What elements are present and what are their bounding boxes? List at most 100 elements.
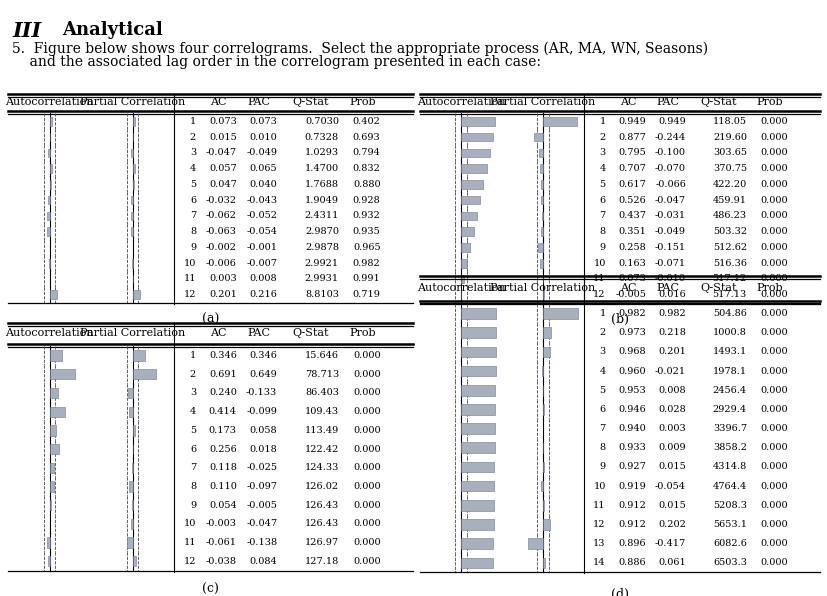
Bar <box>127 538 132 548</box>
Text: 0.000: 0.000 <box>759 259 787 268</box>
Bar <box>50 462 54 473</box>
Text: 0.000: 0.000 <box>759 117 787 126</box>
Bar <box>131 196 132 204</box>
Text: 0.886: 0.886 <box>618 558 645 567</box>
Bar <box>461 385 495 396</box>
Text: 11: 11 <box>593 501 605 510</box>
Text: 10: 10 <box>184 259 196 268</box>
Text: 0.000: 0.000 <box>759 275 787 284</box>
Bar <box>47 538 50 548</box>
Text: 0.000: 0.000 <box>759 347 787 356</box>
Text: 0.949: 0.949 <box>657 117 686 126</box>
Text: 11: 11 <box>184 275 196 284</box>
Bar <box>50 180 51 189</box>
Text: 0.912: 0.912 <box>618 501 645 510</box>
Bar <box>50 369 74 380</box>
Bar <box>540 481 543 491</box>
Text: 0.880: 0.880 <box>352 180 380 189</box>
Text: 0.965: 0.965 <box>352 243 380 252</box>
Text: 3: 3 <box>189 389 196 398</box>
Text: 0.919: 0.919 <box>618 482 645 491</box>
Text: 0.000: 0.000 <box>352 445 380 454</box>
Text: 8: 8 <box>189 227 196 236</box>
Bar <box>47 212 50 221</box>
Text: 0.968: 0.968 <box>618 347 645 356</box>
Text: 0.649: 0.649 <box>249 370 277 379</box>
Text: -0.138: -0.138 <box>246 538 277 547</box>
Bar <box>48 148 50 157</box>
Text: 459.91: 459.91 <box>712 195 746 204</box>
Text: 0.256: 0.256 <box>208 445 237 454</box>
Text: 0.009: 0.009 <box>657 443 686 452</box>
Text: -0.047: -0.047 <box>246 519 277 529</box>
Bar <box>461 275 463 283</box>
Text: Autocorrelation: Autocorrelation <box>5 97 93 107</box>
Text: 8: 8 <box>189 482 196 491</box>
Bar <box>461 538 493 549</box>
Bar <box>132 180 134 189</box>
Text: 0.896: 0.896 <box>618 539 645 548</box>
Text: Autocorrelation: Autocorrelation <box>416 97 504 107</box>
Text: 0.018: 0.018 <box>249 445 277 454</box>
Text: -0.097: -0.097 <box>246 482 277 491</box>
Bar <box>461 259 466 268</box>
Text: 0.000: 0.000 <box>352 370 380 379</box>
Text: Autocorrelation: Autocorrelation <box>416 283 504 293</box>
Text: 4764.4: 4764.4 <box>712 482 746 491</box>
Bar <box>461 481 494 491</box>
Bar <box>541 212 543 221</box>
Text: 0.000: 0.000 <box>759 180 787 189</box>
Bar <box>131 462 132 473</box>
Text: 0.000: 0.000 <box>759 195 787 204</box>
Text: 8: 8 <box>599 227 605 236</box>
Bar <box>461 164 486 173</box>
Bar <box>528 538 543 549</box>
Bar <box>461 180 483 189</box>
Text: 0.003: 0.003 <box>657 424 686 433</box>
Bar <box>461 423 495 434</box>
Text: PAC: PAC <box>656 97 679 107</box>
Bar <box>461 148 489 157</box>
Text: -0.151: -0.151 <box>654 243 686 252</box>
Bar <box>50 482 54 492</box>
Text: 0.000: 0.000 <box>759 482 787 491</box>
Bar <box>461 227 473 236</box>
Text: 0.000: 0.000 <box>352 501 380 510</box>
Bar <box>131 212 132 221</box>
Bar <box>541 196 543 204</box>
Text: 0.057: 0.057 <box>208 164 237 173</box>
Text: PAC: PAC <box>247 328 270 338</box>
Text: 0.7328: 0.7328 <box>304 132 338 142</box>
Text: 0.073: 0.073 <box>618 275 645 284</box>
Text: -0.070: -0.070 <box>654 164 686 173</box>
Bar <box>543 117 576 126</box>
Text: 0.000: 0.000 <box>352 407 380 416</box>
Text: Partial Correlation: Partial Correlation <box>490 283 595 293</box>
Text: 78.713: 78.713 <box>304 370 338 379</box>
Bar <box>543 519 550 530</box>
Text: (a): (a) <box>202 313 219 327</box>
Bar <box>543 557 544 568</box>
Text: 0.973: 0.973 <box>618 328 645 337</box>
Text: 8: 8 <box>599 443 605 452</box>
Text: 2.9931: 2.9931 <box>304 275 338 284</box>
Text: 3: 3 <box>599 148 605 157</box>
Text: -0.061: -0.061 <box>206 538 237 547</box>
Text: 9: 9 <box>599 462 605 471</box>
Text: 9: 9 <box>599 243 605 252</box>
Text: -0.133: -0.133 <box>246 389 277 398</box>
Text: 0.015: 0.015 <box>657 462 686 471</box>
Bar <box>131 227 132 236</box>
Bar <box>461 212 476 221</box>
Text: 2.4311: 2.4311 <box>304 212 338 221</box>
Text: 0.058: 0.058 <box>250 426 277 435</box>
Text: III: III <box>12 21 41 41</box>
Text: -0.006: -0.006 <box>206 259 237 268</box>
Bar <box>132 350 145 361</box>
Text: 126.97: 126.97 <box>304 538 338 547</box>
Text: 12: 12 <box>184 557 196 566</box>
Text: Prob: Prob <box>349 97 375 107</box>
Text: 7: 7 <box>189 212 196 221</box>
Text: 12: 12 <box>593 520 605 529</box>
Text: 0.000: 0.000 <box>759 405 787 414</box>
